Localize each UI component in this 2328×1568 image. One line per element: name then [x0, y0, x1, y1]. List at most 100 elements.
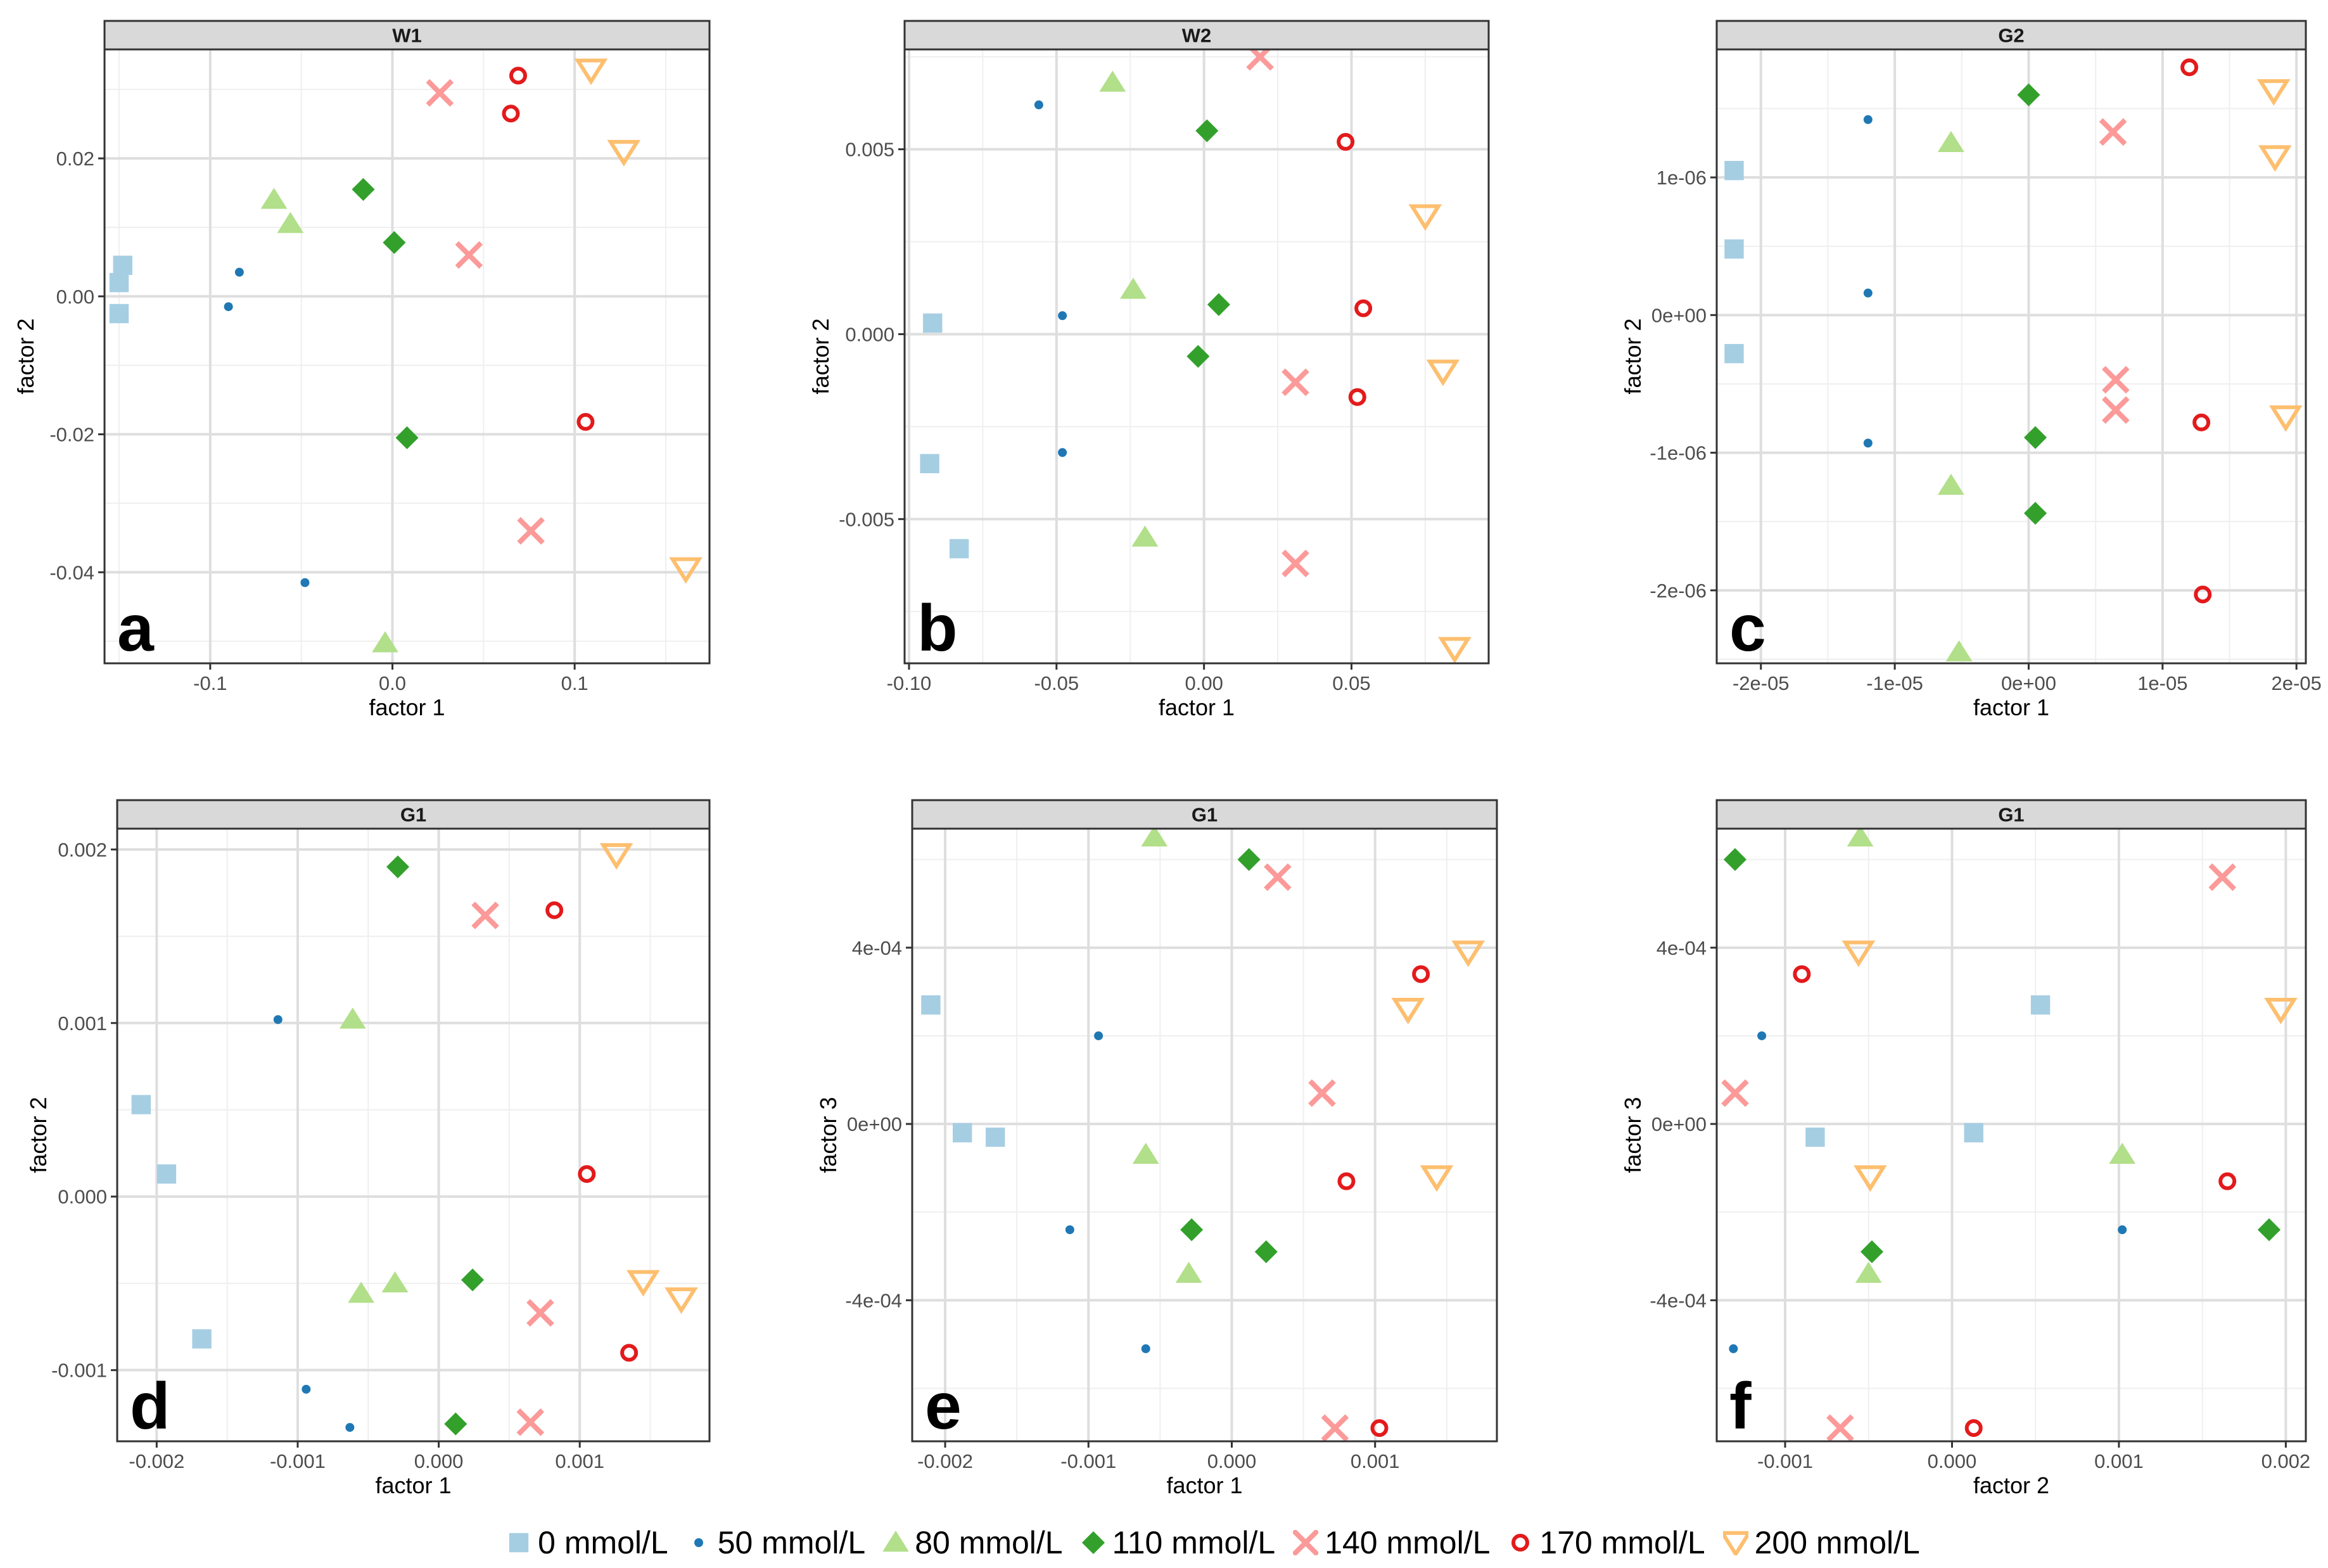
legend-key-s200: [1722, 1531, 1748, 1555]
y-tick-label: 4e-04: [852, 937, 902, 959]
point-s80: [2109, 1142, 2136, 1164]
x-tick-label: 0.002: [2261, 1450, 2311, 1472]
point-s0: [113, 255, 132, 275]
point-s50: [1863, 288, 1873, 298]
point-s50: [234, 267, 244, 277]
y-axis-title: factor 2: [25, 1097, 51, 1173]
point-s170: [1337, 1172, 1356, 1190]
point-s140: [2099, 118, 2127, 146]
legend-item-s140: 140 mmol/L: [1293, 1524, 1490, 1561]
y-tick-label: 4e-04: [1657, 937, 1707, 959]
x-axis-title: factor 2: [1973, 1472, 2049, 1498]
legend-label: 80 mmol/L: [915, 1525, 1063, 1560]
strip-label: G1: [400, 804, 426, 826]
point-s200: [669, 557, 703, 584]
point-s200: [1841, 940, 1876, 967]
x-tick-label: -0.001: [270, 1450, 326, 1472]
y-tick-label: 0.002: [58, 839, 107, 861]
point-s80: [1937, 473, 1964, 495]
y-tick-label: 0e+00: [1651, 1113, 1707, 1135]
point-s140: [1282, 368, 1309, 397]
point-s110: [1180, 1218, 1204, 1242]
x-tick-label: 0.001: [1351, 1450, 1400, 1472]
point-s170: [578, 1165, 596, 1183]
point-s80: [1132, 1142, 1159, 1164]
point-s200: [1451, 940, 1485, 967]
point-s0: [2030, 995, 2051, 1015]
x-tick-label: 0.000: [414, 1450, 464, 1472]
y-tick-label: 0e+00: [847, 1113, 902, 1135]
point-s0: [952, 1123, 972, 1143]
point-s110: [352, 177, 375, 201]
panel-d: G1 -0.002 -0.001 0.000 0.001 -0.001 0.000 0.001…: [25, 799, 711, 1498]
point-s170: [2194, 585, 2212, 604]
point-s110: [444, 1412, 468, 1436]
point-s200: [1438, 637, 1472, 664]
point-s110: [461, 1268, 485, 1292]
point-s80: [339, 1007, 366, 1029]
point-s110: [1195, 119, 1219, 143]
panel-tag: d: [130, 1370, 170, 1443]
point-s170: [1412, 965, 1430, 983]
x-tick-label: -2e-05: [1733, 672, 1790, 694]
y-tick-label: 1e-06: [1657, 167, 1707, 189]
point-s140: [526, 1299, 554, 1327]
panel-tag: c: [1729, 592, 1766, 665]
point-s140: [2102, 366, 2130, 394]
strip-label: W2: [1182, 25, 1212, 47]
point-s140: [516, 1408, 545, 1436]
point-s200: [1391, 998, 1425, 1024]
x-tick-label: 2e-05: [2272, 672, 2322, 694]
x-tick-label: 0e+00: [2001, 672, 2056, 694]
point-s110: [1207, 293, 1230, 316]
point-s50: [300, 578, 310, 587]
x-axis-title: factor 1: [1166, 1472, 1242, 1498]
legend-item-s170: 170 mmol/L: [1508, 1524, 1705, 1561]
point-s0: [1964, 1123, 1983, 1143]
point-s110: [2023, 502, 2047, 525]
point-s80: [381, 1271, 409, 1292]
point-s110: [2257, 1218, 2281, 1242]
point-s200: [607, 139, 641, 167]
point-s140: [1826, 1414, 1854, 1442]
strip-background: [903, 20, 1490, 51]
point-s50: [345, 1423, 355, 1432]
point-s200: [665, 1287, 698, 1315]
point-s170: [509, 67, 527, 85]
legend-marker-s200: [1722, 1531, 1748, 1555]
plot-background: [117, 829, 709, 1441]
legend-marker-s0: [509, 1533, 529, 1553]
x-axis-title: factor 1: [375, 1472, 451, 1498]
point-s200: [1426, 359, 1460, 386]
y-axis-title: factor 2: [808, 318, 834, 394]
point-s170: [1964, 1419, 1983, 1437]
plot-background: [1717, 829, 2306, 1441]
point-s50: [1757, 1031, 1767, 1040]
legend-label: 0 mmol/L: [538, 1525, 668, 1560]
point-s170: [2218, 1172, 2237, 1190]
point-s110: [1186, 345, 1210, 368]
point-s80: [1855, 1261, 1882, 1283]
y-tick-label: -0.005: [839, 508, 894, 530]
point-s110: [395, 426, 419, 450]
strip-label: G1: [1998, 804, 2024, 826]
legend-item-s110: 110 mmol/L: [1081, 1524, 1275, 1561]
strip-label: W1: [392, 25, 422, 47]
legend-label: 140 mmol/L: [1325, 1525, 1491, 1560]
point-s0: [192, 1329, 212, 1349]
point-s80: [1937, 131, 1964, 152]
point-s110: [1254, 1240, 1278, 1263]
point-s200: [574, 58, 608, 86]
point-s0: [1805, 1127, 1825, 1147]
point-s170: [2180, 58, 2199, 77]
point-s170: [1354, 299, 1373, 317]
point-s170: [1370, 1419, 1389, 1437]
x-tick-label: -0.002: [129, 1450, 184, 1472]
point-s50: [1141, 1344, 1150, 1353]
point-s50: [273, 1015, 283, 1024]
point-s50: [1058, 311, 1067, 321]
legend-marker-s140: [1293, 1530, 1319, 1555]
legend-key-s170: [1511, 1534, 1530, 1552]
point-s140: [1282, 549, 1309, 578]
